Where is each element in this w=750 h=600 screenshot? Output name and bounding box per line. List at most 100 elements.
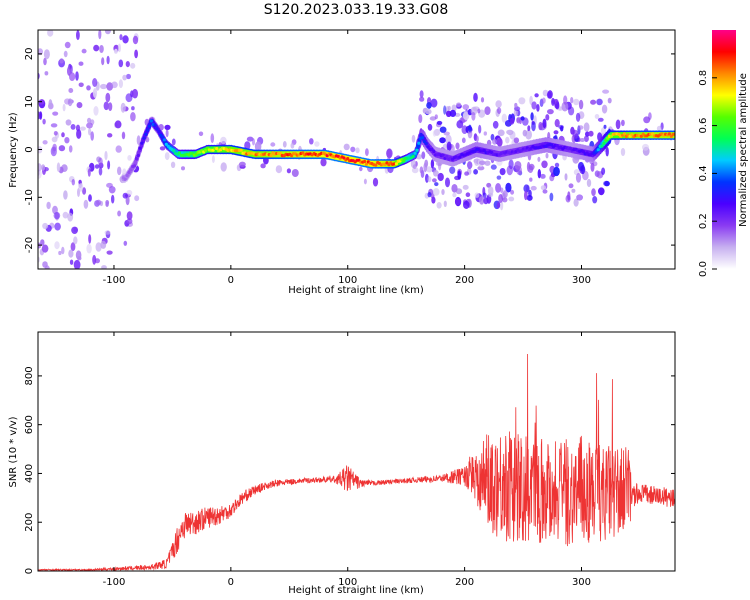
spectrogram-noise-blob bbox=[41, 244, 49, 253]
spectrogram-ridge-core bbox=[346, 157, 350, 161]
spectrogram-noise-blob bbox=[62, 103, 66, 112]
spectrogram-noise-blob bbox=[445, 177, 450, 188]
spectrogram-noise-blob bbox=[578, 99, 584, 110]
spectrogram-ridge-core bbox=[424, 142, 428, 146]
spectrogram-noise-blob bbox=[92, 78, 98, 87]
spectrogram-noise-blob bbox=[430, 98, 438, 108]
spectrogram-noise-blob bbox=[456, 102, 462, 108]
spectrogram-noise-blob bbox=[94, 164, 100, 169]
spectrogram-ridge-core bbox=[123, 177, 127, 181]
spectrogram-ridge-core bbox=[138, 146, 142, 150]
spectrogram-noise-blob bbox=[126, 73, 131, 80]
spectrogram-noise-blob bbox=[554, 162, 560, 168]
spectrogram-ridge-core bbox=[432, 149, 436, 154]
spectrogram-noise-blob bbox=[282, 141, 287, 148]
spectrogram-noise-blob bbox=[564, 173, 568, 181]
spectrogram-noise-blob bbox=[439, 126, 447, 133]
spectrogram-noise-blob bbox=[438, 161, 442, 171]
spectrogram-noise-blob bbox=[38, 163, 42, 172]
spectrogram-noise-blob bbox=[568, 106, 575, 116]
spectrogram-ridge-core bbox=[482, 148, 486, 153]
spectrogram-marks bbox=[38, 30, 675, 269]
spectrogram-noise-blob bbox=[529, 177, 533, 182]
spectrogram-noise-blob bbox=[122, 35, 129, 44]
spectrogram-noise-blob bbox=[496, 202, 501, 209]
spectrogram-noise-blob bbox=[54, 222, 61, 231]
spectrogram-noise-blob bbox=[104, 150, 108, 161]
spectrogram-noise-blob bbox=[553, 130, 559, 135]
spectrogram-noise-blob bbox=[443, 131, 450, 136]
spectrogram-noise-blob bbox=[528, 189, 532, 198]
spectrogram-noise-blob bbox=[419, 166, 424, 174]
spectrogram-noise-blob bbox=[561, 101, 569, 112]
spectrogram-noise-blob bbox=[100, 83, 107, 90]
spectrogram-noise-blob bbox=[210, 133, 215, 144]
spectrogram-ridge-core bbox=[426, 145, 430, 149]
spectrogram-noise-blob bbox=[92, 88, 98, 98]
spectrogram-noise-blob bbox=[508, 196, 515, 202]
spectrogram-noise-blob bbox=[501, 113, 507, 123]
spectrogram-noise-blob bbox=[125, 61, 130, 68]
spectrogram-ridge-core bbox=[411, 154, 415, 158]
spectrogram-noise-blob bbox=[122, 74, 127, 81]
spectrogram-noise-blob bbox=[70, 242, 76, 252]
spectrogram-noise-blob bbox=[461, 137, 466, 144]
spectrogram-ridge-core bbox=[363, 159, 367, 164]
spectrogram-noise-blob bbox=[596, 98, 603, 106]
spectrogram-noise-blob bbox=[181, 166, 185, 171]
spectrogram-noise-blob bbox=[165, 129, 169, 138]
spectrogram-noise-blob bbox=[136, 135, 141, 146]
spectrogram-ridge-core bbox=[596, 148, 600, 152]
spectrogram-noise-blob bbox=[523, 184, 530, 193]
snr-y-axis-title: SNR (10 * v/v) bbox=[8, 416, 19, 487]
spectrogram-noise-blob bbox=[592, 196, 598, 204]
spectrogram-noise-blob bbox=[275, 165, 283, 174]
spectrogram-noise-blob bbox=[170, 161, 176, 168]
spectrogram-noise-blob bbox=[69, 259, 74, 265]
spectrogram-noise-blob bbox=[434, 182, 439, 187]
spectrogram-noise-blob bbox=[61, 246, 65, 255]
colorbar-tick-label: 0.6 bbox=[698, 118, 709, 134]
spectrogram-noise-blob bbox=[585, 131, 590, 137]
spectrogram-noise-blob bbox=[498, 194, 503, 203]
colorbar-tick-label: 0.0 bbox=[698, 261, 709, 277]
spectrogram-noise-blob bbox=[38, 256, 41, 263]
spectrogram-noise-blob bbox=[603, 180, 610, 187]
spectrogram-noise-blob bbox=[121, 131, 126, 140]
spectrogram-noise-blob bbox=[588, 130, 594, 137]
spectrogram-ridge-core bbox=[602, 141, 606, 145]
spectrogram-ridge-core bbox=[622, 132, 627, 136]
spectrogram-noise-blob bbox=[425, 109, 432, 115]
spectrogram-noise-blob bbox=[431, 196, 436, 204]
spectrogram-noise-blob bbox=[171, 138, 176, 146]
spectrogram-noise-blob bbox=[475, 135, 479, 143]
spectrogram-noise-blob bbox=[122, 103, 126, 112]
snr-panel: -100 0 100 200 300 0 200 400 600 800 Height of s… bbox=[8, 331, 676, 596]
spectrogram-noise-blob bbox=[43, 49, 50, 60]
spectrogram-noise-blob bbox=[492, 120, 499, 129]
spectrogram-noise-blob bbox=[499, 168, 506, 176]
spectrogram-noise-blob bbox=[260, 163, 266, 169]
spectrogram-noise-blob bbox=[597, 117, 604, 122]
snr-y-tick-label: 800 bbox=[24, 366, 35, 385]
spectrogram-noise-blob bbox=[75, 250, 82, 260]
spectrogram-noise-blob bbox=[78, 82, 84, 88]
snr-x-axis-title: Height of straight line (km) bbox=[288, 585, 424, 596]
spectrogram-noise-blob bbox=[427, 176, 432, 183]
spectrogram-noise-blob bbox=[520, 116, 525, 121]
spectrogram-noise-blob bbox=[497, 107, 502, 114]
spectrogram-noise-blob bbox=[455, 142, 460, 150]
spectrogram-noise-blob bbox=[545, 114, 550, 121]
spectrogram-noise-blob bbox=[67, 212, 74, 222]
spectrogram-noise-blob bbox=[477, 108, 481, 114]
spectrogram-noise-blob bbox=[463, 200, 470, 209]
spectrogram-noise-blob bbox=[484, 106, 491, 115]
spectrogram-noise-blob bbox=[104, 30, 111, 35]
spectrogram-noise-blob bbox=[506, 129, 512, 135]
spectrogram-noise-blob bbox=[513, 137, 520, 144]
spectrogram-noise-blob bbox=[505, 182, 512, 193]
spectrogram-noise-blob bbox=[46, 201, 51, 210]
spectrogram-noise-blob bbox=[601, 167, 606, 175]
spectrogram-noise-blob bbox=[451, 184, 458, 193]
